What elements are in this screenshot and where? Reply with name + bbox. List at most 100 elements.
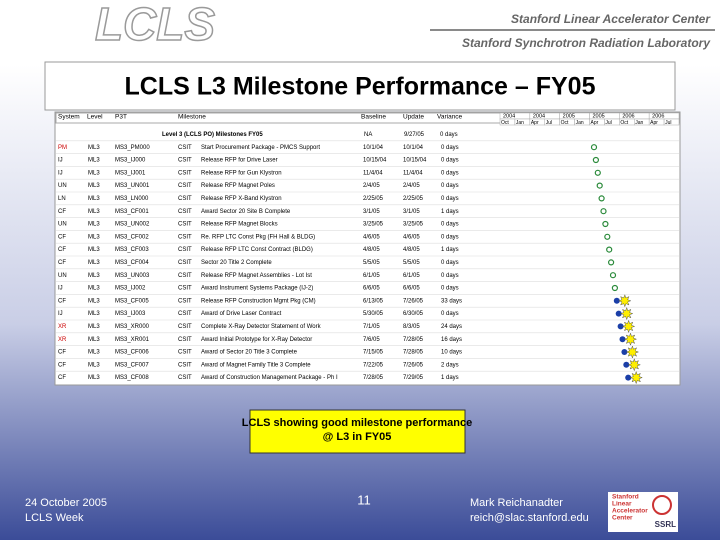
cell: XR (58, 324, 67, 330)
cell: 3/25/05 (403, 222, 424, 228)
late-marker (619, 306, 634, 321)
cell: 4/8/05 (403, 247, 420, 253)
cell: 3/25/05 (363, 222, 384, 228)
cell: CSIT (178, 183, 192, 189)
cell: ML3 (88, 337, 100, 343)
late-marker (627, 358, 642, 372)
cell: PM (58, 145, 67, 151)
cell: ML3 (88, 196, 100, 202)
summary-milestone: Level 3 (LCLS PO) Milestones FY05 (162, 132, 263, 138)
cell: 6/1/05 (403, 273, 420, 279)
logo-line: Linear (612, 501, 632, 508)
column-header: Level (87, 114, 103, 121)
timeline-month: Jan (516, 120, 524, 126)
cell: Award of Construction Management Package… (201, 375, 338, 381)
org-name: Stanford Linear Accelerator Center (511, 12, 711, 26)
cell: 4/6/05 (403, 234, 420, 240)
logo-line: Center (612, 515, 633, 522)
cell: MS3_XR000 (115, 324, 150, 330)
cell: ML3 (88, 324, 100, 330)
logo-tag: SSRL (655, 520, 676, 529)
milestone-marker (602, 220, 609, 228)
cell: ML3 (88, 209, 100, 215)
cell: 7/29/05 (403, 375, 424, 381)
cell: 0 days (441, 260, 459, 266)
cell: 10/1/04 (403, 145, 424, 151)
cell: MS3_CF005 (115, 298, 149, 304)
footer-event: LCLS Week (25, 512, 84, 524)
cell: MS3_CF001 (115, 209, 149, 215)
timeline-month: Jul (605, 120, 611, 126)
summary-cell: 0 days (440, 132, 458, 138)
cell: ML3 (88, 158, 100, 164)
cell: Release RFP Magnet Assemblies - Lot Ist (201, 273, 312, 279)
cell: CSIT (178, 311, 192, 317)
cell: CSIT (178, 170, 192, 176)
milestone-marker (611, 284, 619, 292)
cell: CF (58, 375, 66, 381)
cell: 0 days (441, 273, 459, 279)
cell: 7/15/05 (363, 350, 384, 356)
cell: 16 days (441, 337, 462, 343)
milestone-marker (613, 297, 620, 304)
cell: CSIT (178, 145, 192, 151)
milestone-marker (607, 259, 615, 266)
column-header: P3T (115, 114, 127, 121)
summary-cell: NA (364, 132, 372, 138)
cell: 10 days (441, 350, 462, 356)
cell: 0 days (441, 222, 459, 228)
cell: 11/4/04 (403, 170, 423, 176)
cell: ML3 (88, 183, 100, 189)
cell: 10/1/04 (363, 145, 384, 151)
cell: MS3_CF004 (115, 260, 149, 266)
title-box (44, 61, 676, 111)
milestone-marker (617, 323, 624, 330)
cell: CSIT (178, 324, 192, 330)
late-marker (629, 370, 643, 385)
cell: 6/6/05 (363, 286, 380, 292)
milestone-marker (598, 195, 605, 202)
cell: 3/1/05 (403, 209, 420, 215)
timeline-month: Oct (561, 120, 569, 126)
cell: CF (58, 234, 66, 240)
cell: Award of Drive Laser Contract (201, 311, 282, 317)
cell: IJ (58, 286, 63, 292)
timeline-year: 2006 (652, 113, 664, 119)
cell: MS3_CF003 (115, 247, 149, 253)
cell: 10/15/04 (363, 158, 387, 164)
cell: CF (58, 260, 66, 266)
cell: Release RFP LTC Const Contract (BLDG) (201, 247, 313, 253)
column-header: Update (403, 114, 424, 121)
cell: MS3_XR001 (115, 337, 150, 343)
cell: CSIT (178, 196, 192, 202)
org-name: Stanford Synchrotron Radiation Laborator… (462, 36, 711, 50)
cell: 2/25/05 (403, 196, 424, 202)
cell: Award Sector 20 Site B Complete (201, 209, 291, 215)
cell: MS3_UN003 (115, 273, 150, 279)
cell: Award of Magnet Family Title 3 Complete (201, 362, 311, 368)
cell: 5/5/05 (363, 260, 380, 266)
logo-line: Accelerator (612, 508, 648, 515)
cell: IJ (58, 158, 63, 164)
column-header: System (58, 114, 80, 121)
milestone-marker (621, 349, 628, 355)
cell: CSIT (178, 222, 192, 228)
cell: 2 days (441, 362, 459, 368)
cell: ML3 (88, 286, 100, 292)
cell: 7/28/05 (403, 350, 424, 356)
column-header: Baseline (361, 114, 386, 121)
cell: 2/4/05 (363, 183, 380, 189)
cell: ML3 (88, 273, 100, 279)
month-cell (663, 118, 680, 126)
milestone-marker (615, 310, 622, 317)
timeline-year: 2005 (563, 113, 575, 119)
cell: 1 days (441, 247, 459, 253)
timeline-year: 2004 (503, 113, 515, 119)
cell: Award of Sector 20 Title 3 Complete (201, 350, 298, 356)
cell: Release RFP Magnet Blocks (201, 222, 278, 228)
cell: 1 days (441, 375, 459, 381)
cell: 0 days (441, 311, 459, 317)
cell: ML3 (88, 145, 100, 151)
cell: CF (58, 362, 66, 368)
cell: IJ (58, 170, 63, 176)
